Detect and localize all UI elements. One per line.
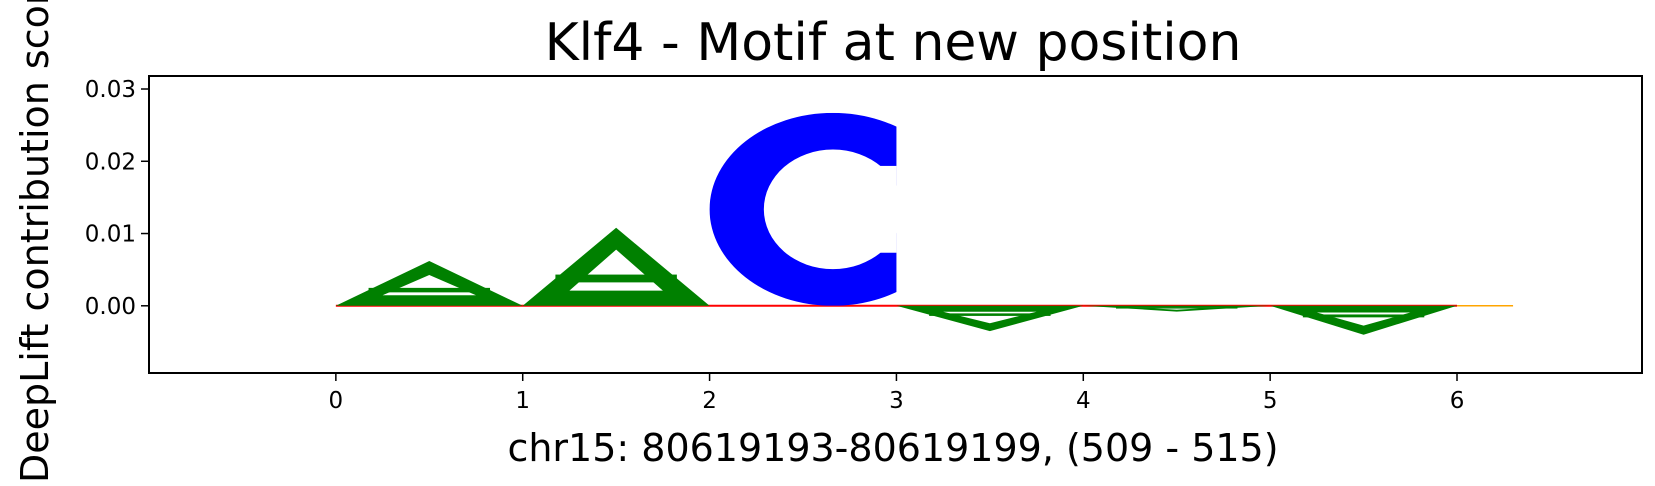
y-tick-label-0.01: 0.01 (85, 222, 136, 248)
x-axis-label: chr15: 80619193-80619199, (509 - 515) (507, 426, 1278, 470)
x-axis-ticks: 0 1 2 3 4 5 6 (329, 373, 1465, 414)
plot-area (335, 112, 1514, 335)
plot-frame (148, 75, 1643, 374)
chart-title: Klf4 - Motif at new position (545, 13, 1242, 73)
y-tick-label-0.00: 0.00 (85, 294, 136, 320)
y-tick-label-0.02: 0.02 (85, 149, 136, 175)
y-axis-label: DeepLift contribution score (13, 0, 57, 483)
x-tick-label-5: 5 (1263, 388, 1278, 414)
x-tick-label-1: 1 (515, 388, 530, 414)
letter-a-pos-5 (1270, 305, 1458, 335)
letter-a-pos-0 (335, 260, 523, 306)
y-tick-label-0.03: 0.03 (85, 77, 136, 103)
x-tick-label-3: 3 (889, 388, 904, 414)
letter-c-pos-2 (709, 112, 897, 306)
x-tick-label-2: 2 (702, 388, 717, 414)
x-tick-label-6: 6 (1450, 388, 1465, 414)
x-tick-label-0: 0 (329, 388, 344, 414)
letter-a-pos-3 (896, 305, 1084, 332)
letter-a-pos-4 (1083, 305, 1271, 312)
letter-a-pos-1 (522, 227, 710, 306)
x-tick-label-4: 4 (1076, 388, 1091, 414)
y-axis-ticks: 0.00 0.01 0.02 0.03 (85, 77, 149, 320)
